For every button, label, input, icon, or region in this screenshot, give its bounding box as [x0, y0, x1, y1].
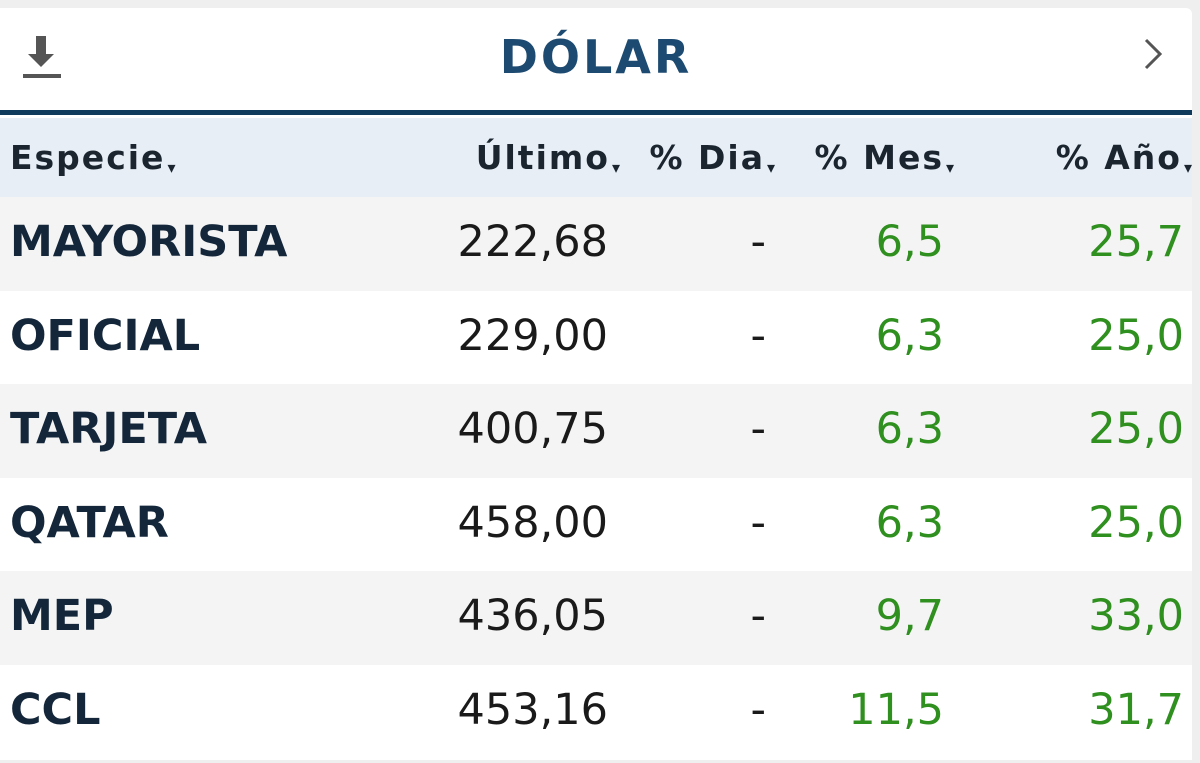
row-value: 31,7: [1088, 684, 1184, 735]
row-name: QATAR: [10, 497, 169, 548]
column-header[interactable]: Último ▾: [476, 138, 620, 177]
row-value: -: [750, 404, 766, 454]
column-header[interactable]: Especie ▾: [10, 138, 175, 177]
row-value: -: [750, 217, 766, 267]
sort-caret: ▾: [1183, 158, 1192, 177]
table-row: QATAR 458,00 - 6,3 25,0: [0, 477, 1192, 572]
row-value: 25,0: [1088, 404, 1184, 454]
row-name: CCL: [10, 684, 101, 735]
sort-caret: ▾: [167, 158, 176, 177]
row-name: MAYORISTA: [10, 217, 288, 267]
row-value: 33,0: [1088, 591, 1184, 641]
row-value: 25,0: [1088, 310, 1184, 361]
table-row: MEP 436,05 - 9,7 33,0: [0, 571, 1192, 665]
column-label: % Dia: [649, 138, 765, 177]
sort-caret: ▾: [766, 158, 775, 177]
column-header[interactable]: % Dia ▾: [649, 138, 775, 177]
row-value: 436,05: [457, 591, 608, 641]
column-header[interactable]: % Año ▾: [1056, 138, 1192, 177]
table-row: CCL 453,16 - 11,5 31,7: [0, 664, 1192, 759]
column-header[interactable]: % Mes ▾: [815, 138, 954, 177]
row-value: 25,7: [1088, 217, 1184, 267]
row-value: 9,7: [875, 591, 944, 641]
download-icon[interactable]: [20, 34, 66, 84]
row-value: 6,5: [875, 217, 944, 267]
table-row: MAYORISTA 222,68 - 6,5 25,7: [0, 197, 1192, 291]
row-value: -: [750, 310, 766, 361]
row-name: MEP: [10, 591, 114, 641]
table-header: Especie ▾ Último ▾% Dia ▾% Mes ▾% Año ▾: [0, 118, 1192, 197]
sort-caret: ▾: [611, 158, 620, 177]
row-name: OFICIAL: [10, 310, 201, 361]
row-value: 229,00: [457, 310, 608, 361]
row-value: 453,16: [457, 684, 608, 735]
sort-caret: ▾: [945, 158, 954, 177]
row-value: -: [750, 591, 766, 641]
column-label: % Año: [1055, 138, 1182, 177]
table-row: OFICIAL 229,00 - 6,3 25,0: [0, 290, 1192, 385]
row-value: 11,5: [848, 684, 944, 735]
column-label: Especie: [10, 138, 166, 177]
row-name: TARJETA: [10, 404, 208, 454]
row-value: 6,3: [875, 497, 944, 548]
row-value: -: [750, 684, 766, 735]
row-value: 400,75: [457, 404, 608, 454]
row-value: 222,68: [457, 217, 608, 267]
widget-title: DÓLAR: [499, 30, 693, 84]
dollar-widget: DÓLAR Especie ▾ Último ▾% Dia ▾% Mes ▾% Año ▾ …: [0, 8, 1192, 760]
row-value: 6,3: [875, 404, 944, 454]
table-row: TARJETA 400,75 - 6,3 25,0: [0, 384, 1192, 478]
row-value: 25,0: [1088, 497, 1184, 548]
column-label: % Mes: [814, 138, 944, 177]
row-value: 6,3: [875, 310, 944, 361]
row-value: -: [750, 497, 766, 548]
next-arrow[interactable]: [1140, 34, 1168, 74]
header-rule: [0, 110, 1192, 115]
column-label: Último: [475, 138, 610, 177]
row-value: 458,00: [457, 497, 608, 548]
